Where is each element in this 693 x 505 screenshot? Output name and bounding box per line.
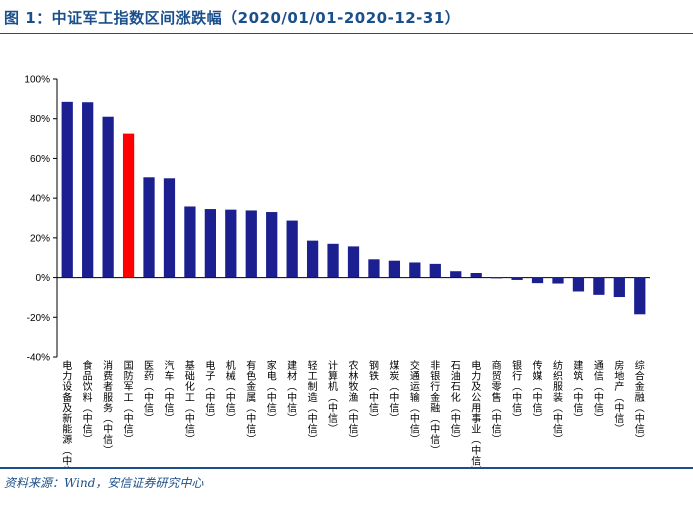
x-tick-label: 银行︵中信︶ (512, 359, 522, 425)
bar (593, 277, 605, 295)
bar (225, 209, 237, 278)
bar-chart: -40% -20% 0% 20% 40% 60% 80% 100% 电力设备及新能源︵中信︶ 食… (24, 75, 650, 467)
footer-divider (0, 467, 693, 469)
bar (552, 277, 564, 284)
x-tick-label: 建材︵中信︶ (287, 359, 297, 425)
bar (163, 178, 176, 278)
y-tick-label: 60% (30, 154, 50, 165)
chart-bars (61, 101, 646, 315)
x-tick-label: 家电︵中信︶ (267, 359, 277, 425)
bar (327, 243, 339, 278)
bar (368, 259, 380, 278)
x-tick-label: 汽车︵中信︶ (164, 359, 174, 425)
x-tick-label: 石油石化︵中信︶ (451, 361, 461, 446)
bar (613, 277, 625, 298)
x-tick-label: 交通运输︵中信︶ (410, 359, 420, 446)
x-tick-label: 轻工制造︵中信︶ (308, 359, 318, 446)
bar (245, 210, 257, 278)
y-tick-label: 80% (30, 114, 50, 125)
x-tick-label: 医药︵中信︶ (144, 360, 154, 425)
bar (61, 101, 73, 278)
x-tick-label: 非银行金融︵中信︶ (430, 360, 440, 457)
bar (511, 277, 523, 280)
x-tick-label: 电力及公用事业︵中信︶ (471, 359, 481, 467)
bar (429, 263, 441, 278)
y-tick-label: 0% (36, 273, 51, 284)
x-tick-label: 基础化工︵中信︶ (185, 359, 195, 446)
title-divider (0, 33, 693, 34)
bar (470, 273, 482, 278)
x-tick-label: 建筑︵中信︶ (573, 359, 583, 425)
bar (266, 212, 278, 278)
bar (450, 271, 462, 278)
y-tick-label: 100% (24, 75, 50, 86)
x-tick-label: 农林牧渔︵中信︶ (349, 359, 359, 446)
x-tick-label: 商贸零售︵中信︶ (492, 359, 502, 446)
bar (388, 260, 401, 278)
bar (409, 262, 421, 278)
bar (286, 220, 298, 278)
x-tick-label: 计算机︵中信︶ (328, 359, 338, 436)
bar (122, 133, 135, 278)
y-tick-label: 20% (30, 233, 50, 244)
x-tick-label: 国防军工︵中信︶ (124, 360, 134, 446)
x-tick-label: 煤炭︵中信︶ (389, 359, 399, 425)
x-tick-label: 机械︵中信︶ (226, 359, 236, 425)
bar (572, 277, 585, 292)
chart-category-labels: 电力设备及新能源︵中信︶ 食品饮料︵中信︶ 消费者服务︵中信︶ 国防军工︵中信︶ 医药︵… (62, 359, 645, 467)
x-tick-label: 房地产︵中信︶ (614, 359, 624, 436)
x-tick-label: 有色金属︵中信︶ (246, 359, 256, 446)
figure-title: 图 1：中证军工指数区间涨跌幅（2020/01/01-2020-12-31） (4, 9, 461, 27)
x-tick-label: 电子︵中信︶ (205, 359, 215, 425)
chart-axes: -40% -20% 0% 20% 40% 60% 80% 100% (24, 75, 650, 364)
y-tick-label: -20% (27, 313, 50, 324)
bar (634, 277, 646, 315)
y-tick-label: 40% (30, 194, 50, 205)
x-tick-label: 食品饮料︵中信︶ (83, 359, 93, 446)
x-tick-label: 钢铁︵中信︶ (369, 359, 379, 425)
x-tick-label: 传媒︵中信︶ (533, 360, 543, 425)
bar (347, 246, 360, 278)
bar (143, 177, 155, 278)
x-tick-label: 电力设备及新能源︵中信︶ (62, 359, 72, 467)
x-tick-label: 纺织服装︵中信︶ (553, 359, 563, 446)
x-tick-label: 通信︵中信︶ (594, 360, 604, 425)
source-note: 资料来源：Wind，安信证券研究中心 (4, 476, 204, 490)
bar (531, 277, 544, 284)
bar (306, 240, 319, 278)
bar (184, 206, 196, 278)
bar (82, 102, 94, 278)
bar (491, 277, 503, 279)
bar (204, 209, 216, 278)
bar (102, 116, 114, 278)
x-tick-label: 消费者服务︵中信︶ (103, 359, 113, 457)
x-tick-label: 综合金融︵中信︶ (635, 359, 645, 446)
y-tick-label: -40% (27, 353, 50, 364)
